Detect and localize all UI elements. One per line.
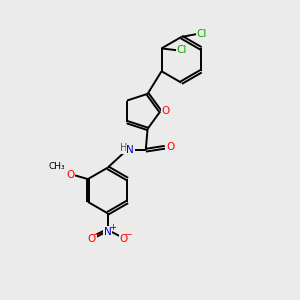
Text: N: N <box>104 227 112 237</box>
Text: −: − <box>124 229 132 238</box>
Text: H: H <box>120 143 127 153</box>
Text: Cl: Cl <box>196 29 207 39</box>
Text: O: O <box>161 106 169 116</box>
Text: N: N <box>126 145 134 155</box>
Text: CH₃: CH₃ <box>48 162 65 171</box>
Text: O: O <box>66 170 74 180</box>
Text: O: O <box>166 142 174 152</box>
Text: O: O <box>119 234 128 244</box>
Text: −: − <box>92 229 100 238</box>
Text: Cl: Cl <box>177 45 187 55</box>
Text: +: + <box>109 223 116 232</box>
Text: O: O <box>88 234 96 244</box>
